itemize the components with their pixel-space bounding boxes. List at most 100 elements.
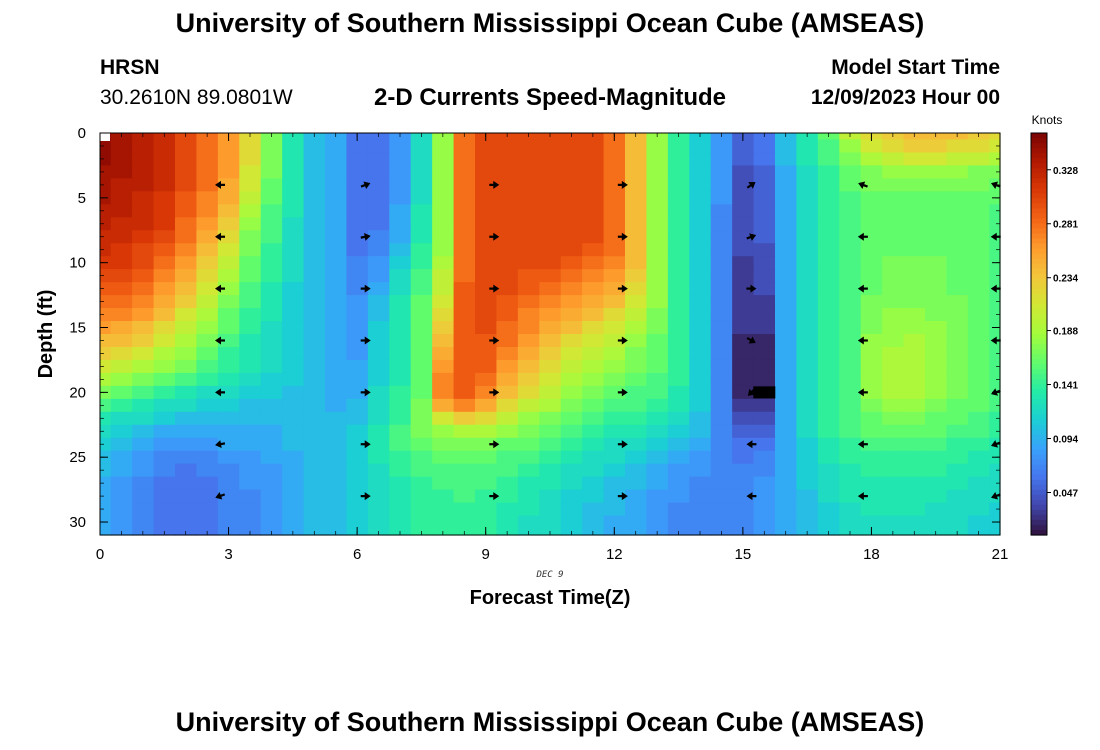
- heatmap-cell: [646, 217, 669, 231]
- heatmap-cell: [839, 515, 862, 536]
- heatmap-cell: [196, 385, 219, 400]
- heatmap-cell: [153, 282, 176, 296]
- heatmap-cell: [646, 256, 669, 270]
- heatmap-cell: [410, 359, 433, 374]
- heatmap-cell: [367, 450, 390, 465]
- heatmap-cell: [367, 217, 390, 231]
- heatmap-cell: [775, 450, 798, 465]
- colorbar-segment: [1031, 303, 1047, 310]
- colorbar-segment: [1031, 454, 1047, 461]
- heatmap-cell: [260, 450, 283, 465]
- heatmap-cell: [903, 502, 926, 517]
- heatmap-cell: [432, 178, 455, 192]
- heatmap-cell: [860, 334, 883, 348]
- heatmap-cell: [775, 372, 798, 387]
- heatmap-cell: [817, 282, 840, 296]
- heatmap-cell: [539, 437, 562, 452]
- heatmap-cell: [775, 152, 798, 167]
- heatmap-cell: [946, 359, 969, 374]
- heatmap-cell: [710, 321, 733, 335]
- heatmap-cell: [732, 476, 755, 491]
- heatmap-cell: [625, 489, 648, 504]
- heatmap-cell: [282, 152, 305, 167]
- heatmap-cell: [389, 282, 412, 296]
- heatmap-cell: [239, 463, 262, 478]
- heatmap-cell: [582, 295, 605, 309]
- heatmap-cell: [539, 346, 562, 361]
- heatmap-cell: [389, 437, 412, 452]
- heatmap-cell: [689, 269, 712, 283]
- heatmap-cell: [582, 152, 605, 167]
- heatmap-cell: [967, 502, 990, 517]
- heatmap-cell: [925, 243, 948, 257]
- heatmap-cell: [153, 165, 176, 179]
- heatmap-cell: [153, 359, 176, 374]
- heatmap-cell: [132, 398, 155, 413]
- heatmap-cell: [882, 282, 905, 296]
- heatmap-cell: [410, 321, 433, 335]
- heatmap-cell: [667, 515, 690, 536]
- heatmap-cell: [453, 269, 476, 283]
- heatmap-cell: [217, 476, 240, 491]
- heatmap-cell: [582, 269, 605, 283]
- heatmap-cell: [367, 308, 390, 322]
- heatmap-cell: [732, 308, 755, 322]
- heatmap-cell: [903, 334, 926, 348]
- heatmap-cell: [603, 424, 626, 439]
- heatmap-cell: [603, 398, 626, 413]
- heatmap-cell: [903, 476, 926, 491]
- heatmap-cell: [260, 424, 283, 439]
- heatmap-cell: [753, 308, 776, 322]
- heatmap-cell: [753, 217, 776, 231]
- heatmap-cell: [775, 463, 798, 478]
- colorbar-segment: [1031, 258, 1047, 265]
- heatmap-cell: [260, 295, 283, 309]
- heatmap-cell: [903, 217, 926, 231]
- heatmap-cell: [710, 372, 733, 387]
- heatmap-cell: [710, 269, 733, 283]
- heatmap-cell: [239, 372, 262, 387]
- colorbar-segment: [1031, 379, 1047, 385]
- heatmap-cell: [925, 230, 948, 244]
- heatmap-cell: [367, 489, 390, 504]
- heatmap-cell: [839, 308, 862, 322]
- heatmap-cell: [689, 321, 712, 335]
- heatmap-cell: [517, 476, 540, 491]
- heatmap-cell: [667, 372, 690, 387]
- heatmap-cell: [110, 398, 133, 413]
- model-start-label: Model Start Time: [831, 56, 1000, 79]
- heatmap-cell: [732, 165, 755, 179]
- heatmap-cell: [132, 411, 155, 426]
- heatmap-cell: [582, 437, 605, 452]
- heatmap-cell: [153, 463, 176, 478]
- heatmap-cell: [860, 139, 883, 154]
- heatmap-cell: [710, 282, 733, 296]
- heatmap-cell: [325, 139, 348, 154]
- heatmap-cell: [175, 476, 198, 491]
- colorbar-segment: [1031, 218, 1047, 225]
- heatmap-cell: [539, 178, 562, 192]
- colorbar-segment: [1031, 263, 1047, 270]
- heatmap-cell: [239, 282, 262, 296]
- heatmap-cell: [110, 450, 133, 465]
- heatmap-cell: [925, 334, 948, 348]
- heatmap-cell: [196, 398, 219, 413]
- heatmap-cell: [389, 346, 412, 361]
- heatmap-cell: [260, 385, 283, 400]
- heatmap-cell: [453, 411, 476, 426]
- heatmap-cell: [775, 282, 798, 296]
- heatmap-cell: [260, 334, 283, 348]
- heatmap-cell: [410, 385, 433, 400]
- heatmap-cell: [989, 269, 1001, 283]
- heatmap-cell: [110, 411, 133, 426]
- heatmap-cell: [882, 204, 905, 218]
- heatmap-cell: [860, 463, 883, 478]
- heatmap-cell: [325, 308, 348, 322]
- heatmap-cell: [367, 269, 390, 283]
- heatmap-cell: [175, 515, 198, 536]
- heatmap-cell: [646, 515, 669, 536]
- heatmap-cell: [860, 476, 883, 491]
- heatmap-cell: [239, 489, 262, 504]
- heatmap-cell: [860, 165, 883, 179]
- heatmap-cell: [453, 359, 476, 374]
